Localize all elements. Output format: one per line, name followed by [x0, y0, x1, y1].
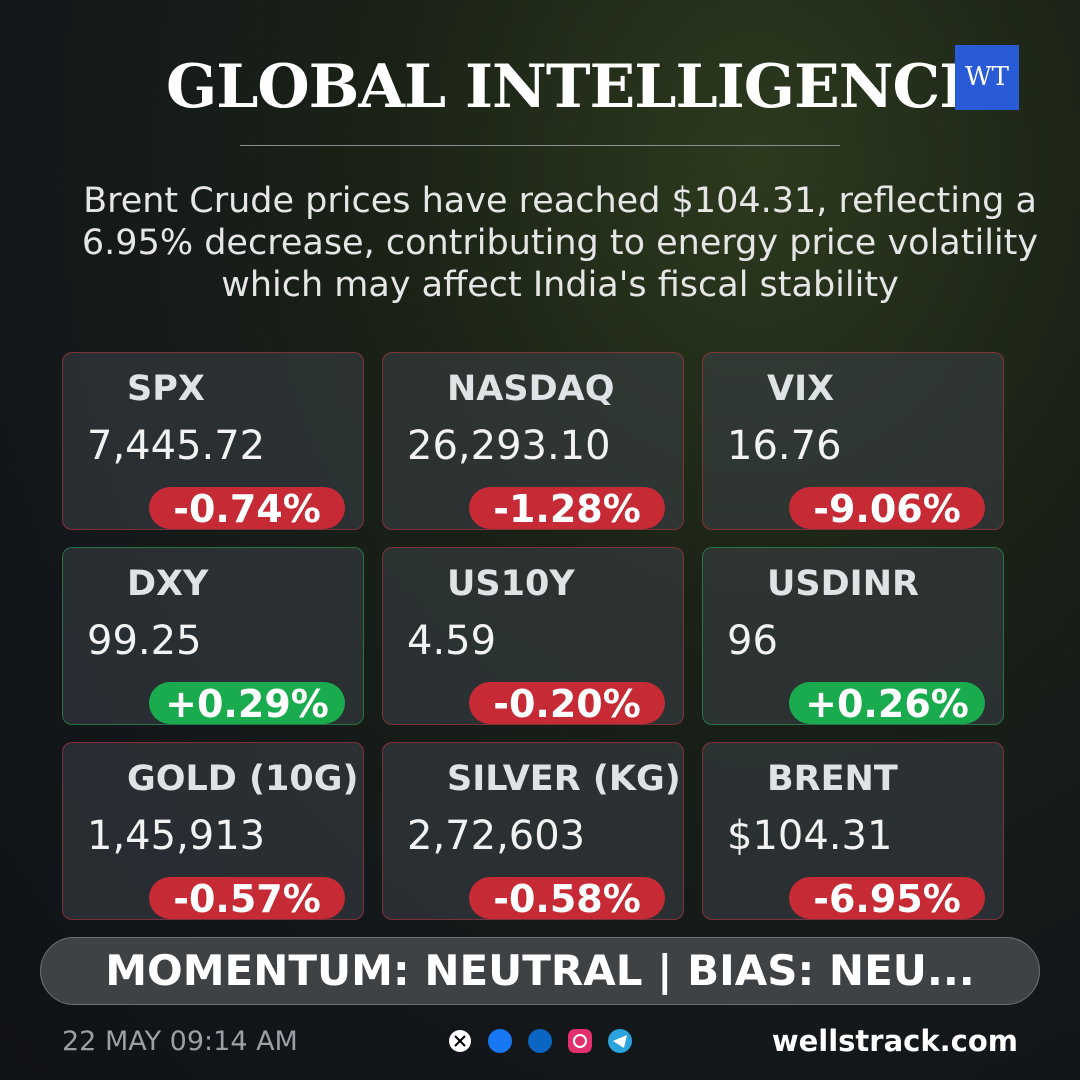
change-badge: -6.95%	[789, 877, 985, 921]
market-card: NASDAQ 26,293.10 -1.28%	[382, 352, 684, 531]
card-name: BRENT	[767, 759, 898, 799]
telegram-glyph	[613, 1035, 627, 1048]
title: GLOBAL INTELLIGENCE	[165, 52, 985, 122]
market-card: USDINR 96 +0.26%	[702, 547, 1004, 726]
card-value: 7,445.72	[87, 423, 266, 469]
change-badge: -0.58%	[469, 877, 665, 921]
card-value: 2,72,603	[407, 813, 586, 859]
facebook-icon[interactable]	[488, 1029, 512, 1053]
instagram-glyph	[573, 1034, 587, 1048]
card-name: SILVER (KG)	[447, 759, 681, 799]
market-card: SILVER (KG) 2,72,603 -0.58%	[382, 742, 684, 921]
banner: MOMENTUM: NEUTRAL | BIAS: NEU...	[40, 937, 1040, 1005]
change-badge: -1.28%	[469, 487, 665, 531]
card-value: 4.59	[407, 618, 497, 664]
card-name: SPX	[127, 369, 205, 409]
date: 22 MAY 09:14 AM	[62, 1026, 298, 1057]
card-value: 26,293.10	[407, 423, 611, 469]
market-card: VIX 16.76 -9.06%	[702, 352, 1004, 531]
logo: WT	[955, 45, 1019, 110]
market-card: US10Y 4.59 -0.20%	[382, 547, 684, 726]
card-name: GOLD (10G)	[127, 759, 359, 799]
x-glyph	[454, 1035, 466, 1047]
card-value: 99.25	[87, 618, 202, 664]
divider	[240, 145, 840, 146]
website: wellstrack.com	[771, 1024, 1018, 1058]
market-card: DXY 99.25 +0.29%	[62, 547, 364, 726]
card-value: 16.76	[727, 423, 842, 469]
change-badge: -0.74%	[149, 487, 345, 531]
change-badge: -9.06%	[789, 487, 985, 531]
market-card: BRENT $104.31 -6.95%	[702, 742, 1004, 921]
change-badge: +0.29%	[149, 682, 345, 726]
social-icons	[449, 1029, 632, 1053]
change-badge: -0.20%	[469, 682, 665, 726]
summary: Brent Crude prices have reached $104.31,…	[81, 181, 1039, 305]
change-badge: +0.26%	[789, 682, 985, 726]
market-card: GOLD (10G) 1,45,913 -0.57%	[62, 742, 364, 921]
card-value: 96	[727, 618, 778, 664]
card-name: DXY	[127, 564, 209, 604]
card-name: USDINR	[767, 564, 919, 604]
card-name: VIX	[767, 369, 835, 409]
card-name: NASDAQ	[447, 369, 615, 409]
card-value: 1,45,913	[87, 813, 266, 859]
market-card: SPX 7,445.72 -0.74%	[62, 352, 364, 531]
card-name: US10Y	[447, 564, 575, 604]
linkedin-icon[interactable]	[528, 1029, 552, 1053]
card-value: $104.31	[727, 813, 893, 859]
instagram-icon[interactable]	[568, 1029, 592, 1053]
change-badge: -0.57%	[149, 877, 345, 921]
